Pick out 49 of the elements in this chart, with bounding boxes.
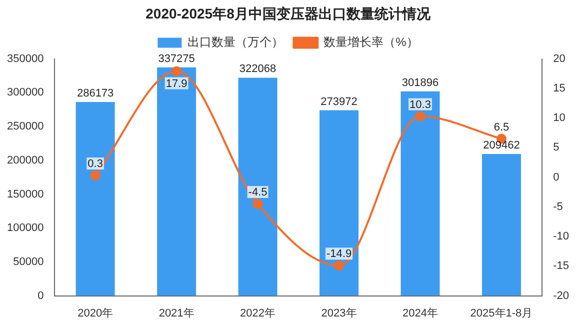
data-label: -4.5 bbox=[248, 186, 268, 198]
data-label: 209462 bbox=[483, 139, 520, 152]
data-label: 0.3 bbox=[88, 158, 103, 170]
chart-title: 2020-2025年8月中国变压器出口数量统计情况 bbox=[146, 5, 432, 22]
y2-tick-label: 0 bbox=[553, 171, 560, 184]
point bbox=[90, 170, 100, 181]
point bbox=[415, 111, 426, 122]
bar bbox=[238, 78, 278, 296]
point bbox=[172, 66, 182, 76]
y-tick-label: 350000 bbox=[6, 52, 44, 65]
data-label: 273972 bbox=[320, 96, 358, 108]
y2-tick-label: -5 bbox=[553, 200, 563, 213]
y2-tick-label: 5 bbox=[553, 142, 560, 154]
legend-label: 出口数量（万个） bbox=[188, 35, 284, 50]
point bbox=[252, 198, 263, 209]
y2-tick-label: -20 bbox=[553, 290, 570, 302]
x-tick-label: 2023年 bbox=[321, 307, 357, 320]
bar bbox=[76, 102, 115, 296]
y-tick-label: 300000 bbox=[6, 86, 44, 99]
y2-tick-label: -15 bbox=[553, 260, 570, 272]
data-label: 286173 bbox=[76, 88, 114, 100]
data-label: 337275 bbox=[158, 52, 195, 65]
data-label: 10.3 bbox=[410, 98, 431, 111]
y-tick-label: 50000 bbox=[13, 256, 44, 268]
point bbox=[334, 260, 344, 271]
x-tick-label: 2024年 bbox=[402, 307, 438, 320]
legend-label: 数量增长率（%） bbox=[324, 35, 418, 50]
data-label: 6.5 bbox=[494, 121, 510, 134]
bar bbox=[400, 91, 440, 296]
y2-tick-label: 15 bbox=[553, 82, 566, 94]
y2-tick-label: 20 bbox=[553, 52, 566, 65]
data-label: 301896 bbox=[402, 76, 439, 89]
data-label: 322068 bbox=[239, 63, 276, 76]
bar bbox=[320, 110, 359, 296]
x-tick-label: 2021年 bbox=[158, 307, 194, 320]
y2-tick-label: -10 bbox=[553, 230, 570, 243]
y-tick-label: 150000 bbox=[6, 188, 44, 200]
bar bbox=[157, 67, 196, 296]
x-tick-label: 2025年1-8月 bbox=[470, 307, 533, 320]
y-tick-label: 200000 bbox=[6, 154, 44, 166]
y-tick-label: 0 bbox=[38, 290, 44, 302]
x-tick-label: 2022年 bbox=[240, 307, 276, 320]
x-tick-label: 2020年 bbox=[78, 307, 114, 320]
data-label: 17.9 bbox=[166, 78, 188, 90]
y-tick-label: 250000 bbox=[6, 120, 44, 133]
bar bbox=[482, 154, 521, 296]
y-tick-label: 100000 bbox=[6, 222, 44, 234]
y2-tick-label: 10 bbox=[553, 112, 566, 124]
data-label: -14.9 bbox=[326, 248, 352, 260]
